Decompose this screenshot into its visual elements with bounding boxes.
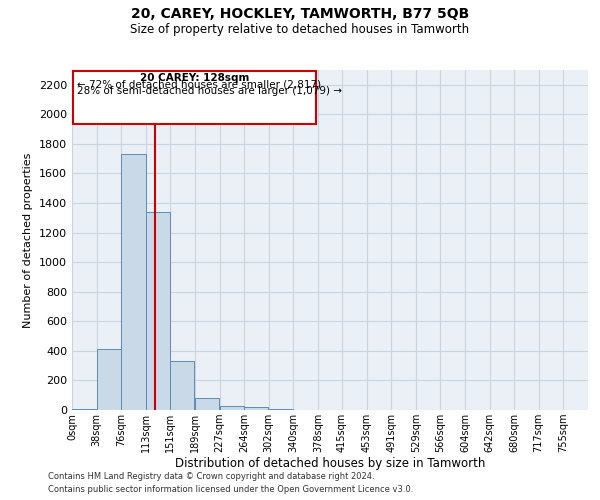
Bar (170, 361, 194, 410)
Bar (72, 408, 96, 410)
Bar (244, 407, 268, 410)
Bar (146, 212, 170, 410)
Text: Distribution of detached houses by size in Tamworth: Distribution of detached houses by size … (175, 458, 485, 470)
FancyBboxPatch shape (73, 70, 316, 124)
Text: 20, CAREY, HOCKLEY, TAMWORTH, B77 5QB: 20, CAREY, HOCKLEY, TAMWORTH, B77 5QB (131, 8, 469, 22)
Text: Contains public sector information licensed under the Open Government Licence v3: Contains public sector information licen… (48, 485, 413, 494)
Text: 28% of semi-detached houses are larger (1,079) →: 28% of semi-detached houses are larger (… (77, 86, 342, 96)
Text: Contains HM Land Registry data © Crown copyright and database right 2024.: Contains HM Land Registry data © Crown c… (48, 472, 374, 481)
Text: Size of property relative to detached houses in Tamworth: Size of property relative to detached ho… (130, 22, 470, 36)
Bar (220, 406, 244, 410)
Bar (97, 350, 121, 410)
Text: ← 72% of detached houses are smaller (2,817): ← 72% of detached houses are smaller (2,… (77, 80, 322, 90)
Y-axis label: Number of detached properties: Number of detached properties (23, 152, 34, 328)
Bar (121, 154, 146, 410)
Bar (269, 408, 293, 410)
Bar (195, 398, 219, 410)
Text: 20 CAREY: 128sqm: 20 CAREY: 128sqm (140, 74, 250, 84)
